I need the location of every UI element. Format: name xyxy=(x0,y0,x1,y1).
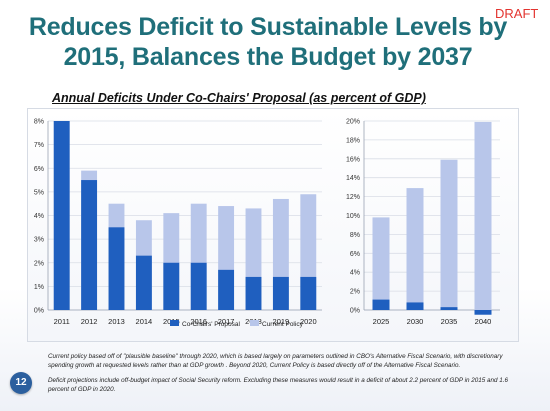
right-chart-bar-proposal xyxy=(406,302,424,310)
left-chart-category-label: 2014 xyxy=(136,317,153,326)
left-chart-bar-proposal xyxy=(218,269,235,310)
right-chart-ytick-label: 14% xyxy=(346,175,360,182)
left-chart-bar-proposal xyxy=(245,276,262,310)
left-chart-ytick-label: 1% xyxy=(34,284,44,291)
left-chart-category-label: 2017 xyxy=(218,317,235,326)
right-chart-ytick-label: 8% xyxy=(350,232,360,239)
right-chart-bar-proposal xyxy=(440,307,458,310)
chart-title: Annual Deficits Under Co-Chairs' Proposa… xyxy=(52,91,426,105)
slide-title: Reduces Deficit to Sustainable Levels by… xyxy=(18,12,518,72)
left-chart-bar-proposal xyxy=(81,180,98,310)
right-chart-bar-proposal xyxy=(474,310,492,315)
right-chart-ytick-label: 2% xyxy=(350,289,360,296)
right-chart-ytick-label: 4% xyxy=(350,270,360,277)
right-chart-ytick-label: 16% xyxy=(346,156,360,163)
legend-swatch-current-policy xyxy=(250,320,259,326)
left-chart-category-label: 2013 xyxy=(108,317,125,326)
left-chart-bar-proposal xyxy=(300,276,317,310)
right-chart-bar-current-policy xyxy=(372,217,390,310)
right-chart-bar-current-policy xyxy=(406,188,424,310)
right-chart-ytick-label: 20% xyxy=(346,119,360,126)
left-chart-bar-proposal xyxy=(190,262,207,310)
draft-label: DRAFT xyxy=(495,6,539,21)
right-chart-category-label: 2040 xyxy=(475,317,492,326)
right-chart-category-label: 2030 xyxy=(407,317,424,326)
left-chart-ytick-label: 4% xyxy=(34,213,44,220)
left-chart-category-label: 2019 xyxy=(273,317,290,326)
left-chart-ytick-label: 3% xyxy=(34,237,44,244)
right-chart-ytick-label: 12% xyxy=(346,194,360,201)
left-chart-ytick-label: 0% xyxy=(34,308,44,315)
left-chart-bar-proposal xyxy=(53,121,70,310)
right-chart-ytick-label: 18% xyxy=(346,137,360,144)
left-chart-category-label: 2012 xyxy=(81,317,98,326)
legend-swatch-proposal xyxy=(170,320,179,326)
left-chart-bar-proposal xyxy=(163,262,180,310)
right-chart-bar-current-policy xyxy=(474,121,492,310)
right-chart-ytick-label: 6% xyxy=(350,251,360,258)
legend-label-proposal: Co-Chairs' Proposal xyxy=(182,321,241,328)
right-chart-ytick-label: 0% xyxy=(350,308,360,315)
left-chart-ytick-label: 6% xyxy=(34,166,44,173)
left-chart-category-label: 2011 xyxy=(54,317,70,326)
left-chart-category-label: 2016 xyxy=(190,317,207,326)
left-chart-category-label: 2020 xyxy=(300,317,317,326)
footnote-current-policy: Current policy based off of "plausible b… xyxy=(48,353,503,369)
left-chart-bar-proposal xyxy=(272,276,289,310)
right-chart-bar-current-policy xyxy=(440,159,458,310)
left-chart-ytick-label: 2% xyxy=(34,260,44,267)
right-chart-category-label: 2035 xyxy=(441,317,458,326)
right-chart-bar-proposal xyxy=(372,299,390,310)
legend-label-current-policy: Current Policy xyxy=(262,321,304,328)
title-line-1: Reduces Deficit to Sustainable Levels by xyxy=(28,13,508,41)
title-line-2: 2015, Balances the Budget by 2037 xyxy=(63,43,473,71)
footnote-deficit-projections: Deficit projections include off-budget i… xyxy=(48,377,509,393)
left-chart-ytick-label: 8% xyxy=(34,119,44,126)
right-chart-category-label: 2025 xyxy=(373,317,390,326)
left-chart-ytick-label: 7% xyxy=(34,142,44,149)
page-number-badge: 12 xyxy=(10,372,32,394)
right-chart-ytick-label: 10% xyxy=(346,213,360,220)
left-chart-bar-proposal xyxy=(108,227,125,310)
left-chart-bar-proposal xyxy=(135,255,152,310)
left-chart-ytick-label: 5% xyxy=(34,189,44,196)
